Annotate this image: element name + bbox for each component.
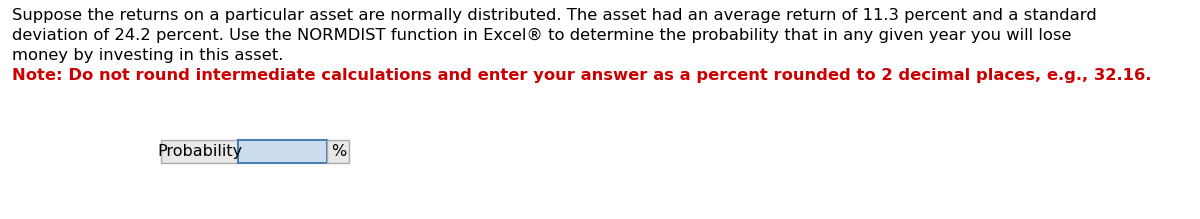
Bar [328,140,349,163]
Text: Note: Do not round intermediate calculations and enter your answer as a percent : Note: Do not round intermediate calculat… [12,68,1152,83]
Bar [161,140,239,163]
Text: Suppose the returns on a particular asset are normally distributed. The asset ha: Suppose the returns on a particular asse… [12,8,1097,23]
Text: deviation of 24.2 percent. Use the NORMDIST function in Excel® to determine the : deviation of 24.2 percent. Use the NORMD… [12,28,1072,43]
Text: money by investing in this asset.: money by investing in this asset. [12,48,283,63]
Text: %: % [331,144,346,159]
Bar [239,140,328,163]
Text: Probability: Probability [157,144,242,159]
